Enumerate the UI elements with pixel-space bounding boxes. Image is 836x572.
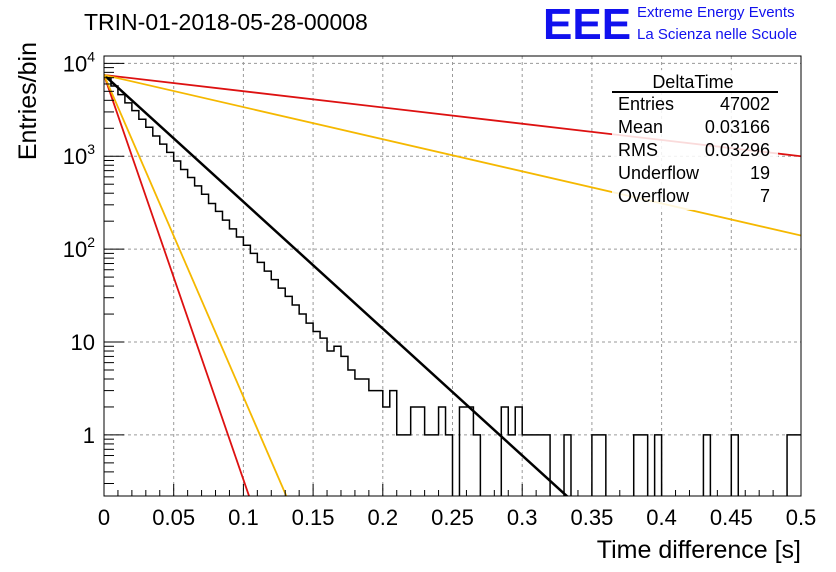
eee-logo-line2: La Scienza nelle Scuole	[637, 26, 797, 43]
fit-curve	[104, 74, 250, 496]
fit-curves	[104, 74, 801, 496]
stats-row-value: 47002	[720, 94, 770, 114]
stats-row-label: RMS	[618, 140, 658, 160]
stats-row-value: 0.03296	[705, 140, 770, 160]
x-tick-labels: 0 0.05 0.1 0.15 0.2 0.25 0.3 0.35 0.4 0.45 0.5	[98, 505, 816, 530]
axis-ticks	[103, 62, 802, 496]
x-tick-label: 0.1	[228, 505, 259, 530]
y-tick-label: 10	[71, 330, 95, 355]
stats-box-bg	[612, 70, 778, 210]
fit-curve	[104, 74, 569, 496]
y-tick-label: 103	[63, 141, 95, 169]
x-tick-label: 0.4	[646, 505, 677, 530]
stats-row-label: Underflow	[618, 163, 700, 183]
x-tick-label: 0	[98, 505, 110, 530]
y-tick-label: 102	[63, 234, 95, 262]
eee-logo-mark: EEE	[543, 0, 631, 49]
x-axis-label: Time difference [s]	[597, 536, 801, 564]
y-axis-label: Entries/bin	[14, 42, 42, 160]
x-tick-label: 0.45	[710, 505, 753, 530]
x-tick-label: 0.5	[786, 505, 817, 530]
stats-box: DeltaTime Entries 47002 Mean 0.03166 RMS 0.03…	[612, 70, 778, 210]
chart-title: TRIN-01-2018-05-28-00008	[84, 9, 368, 35]
histogram-step	[104, 76, 801, 496]
x-tick-label: 0.25	[431, 505, 474, 530]
histogram	[104, 76, 801, 496]
eee-logo-line1: Extreme Energy Events	[637, 4, 795, 21]
stats-rows: Entries 47002 Mean 0.03166 RMS 0.03296Underfl…	[618, 94, 770, 206]
stats-row-value: 0.03166	[705, 117, 770, 137]
stats-row-value: 7	[760, 186, 770, 206]
x-tick-label: 0.05	[152, 505, 195, 530]
stats-row-label: Entries	[618, 94, 674, 114]
x-tick-label: 0.35	[570, 505, 613, 530]
stats-title: DeltaTime	[652, 72, 733, 92]
y-tick-label: 1	[83, 423, 95, 448]
y-tick-labels: 1 10 102 103 104	[63, 48, 95, 448]
x-tick-label: 0.2	[368, 505, 399, 530]
stats-row-value: 19	[750, 163, 770, 183]
fit-curve	[104, 74, 288, 496]
x-tick-label: 0.3	[507, 505, 538, 530]
stats-row-label: Overflow	[618, 186, 690, 206]
y-tick-label: 104	[63, 48, 95, 76]
x-tick-label: 0.15	[292, 505, 335, 530]
stats-row-label: Mean	[618, 117, 663, 137]
eee-logo: EEE Extreme Energy Events La Scienza nel…	[543, 0, 797, 49]
